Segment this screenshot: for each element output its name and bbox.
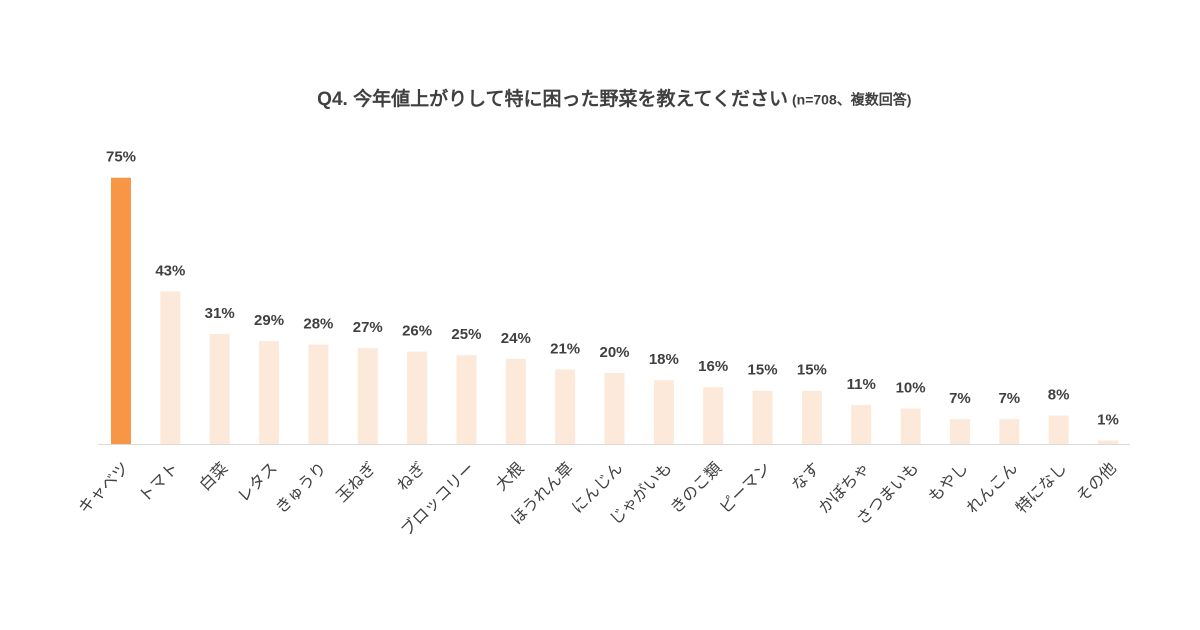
bar bbox=[407, 351, 428, 444]
x-tick-label: 大根 bbox=[492, 459, 527, 494]
x-tick-label: きゅうり bbox=[272, 459, 330, 517]
value-label: 7% bbox=[998, 390, 1020, 407]
x-tick-label: きのこ類 bbox=[667, 459, 725, 517]
chart-subtitle: (n=708、複数回答) bbox=[792, 92, 911, 108]
x-tick-label: 特になし bbox=[1012, 459, 1070, 517]
x-tick-label: ねぎ bbox=[394, 459, 429, 494]
bar bbox=[900, 408, 921, 444]
bar bbox=[505, 358, 526, 444]
bar bbox=[851, 404, 872, 444]
value-label: 26% bbox=[402, 323, 432, 340]
bar bbox=[160, 291, 181, 444]
x-tick-label: ピーマン bbox=[717, 460, 774, 517]
value-label: 75% bbox=[106, 149, 136, 166]
value-label: 7% bbox=[949, 390, 971, 407]
x-tick-label: なす bbox=[788, 459, 823, 494]
bar bbox=[703, 387, 724, 444]
bar bbox=[752, 390, 773, 444]
value-label: 1% bbox=[1097, 411, 1119, 428]
bar bbox=[308, 344, 329, 444]
value-label: 27% bbox=[353, 319, 383, 336]
value-label: 15% bbox=[797, 362, 827, 379]
value-label: 31% bbox=[205, 305, 235, 322]
value-label: 24% bbox=[501, 330, 531, 347]
value-label: 28% bbox=[303, 316, 333, 333]
x-tick-label: もやし bbox=[925, 459, 972, 506]
bar bbox=[111, 177, 131, 444]
bar bbox=[456, 355, 477, 444]
bar bbox=[1048, 415, 1069, 444]
x-tick-label: トマト bbox=[136, 460, 182, 506]
value-label: 29% bbox=[254, 312, 284, 329]
value-label: 8% bbox=[1048, 387, 1070, 404]
bar bbox=[555, 369, 576, 444]
bar bbox=[999, 419, 1020, 444]
value-label: 15% bbox=[748, 362, 778, 379]
bar bbox=[604, 373, 625, 444]
value-label: 16% bbox=[698, 358, 728, 375]
chart-title: Q4. 今年値上がりして特に困った野菜を教えてください bbox=[317, 87, 788, 110]
value-label: 25% bbox=[451, 326, 481, 343]
value-label: 21% bbox=[550, 340, 580, 357]
x-tick-label: キャベツ bbox=[76, 460, 133, 517]
value-label: 18% bbox=[649, 351, 679, 368]
x-tick-label: 白菜 bbox=[196, 459, 231, 494]
x-tick-label: 玉ねぎ bbox=[333, 459, 380, 506]
bar bbox=[949, 419, 970, 444]
x-tick-label: れんこん bbox=[964, 460, 1021, 517]
x-tick-label: その他 bbox=[1073, 459, 1120, 506]
value-label: 10% bbox=[896, 379, 926, 396]
bar bbox=[259, 341, 280, 444]
value-label: 11% bbox=[847, 376, 876, 393]
value-label: 20% bbox=[599, 344, 629, 361]
bar bbox=[357, 348, 378, 444]
value-label: 43% bbox=[155, 262, 185, 279]
bar bbox=[801, 390, 822, 444]
bar bbox=[209, 333, 230, 444]
bar bbox=[653, 380, 674, 444]
bar bbox=[1098, 440, 1118, 444]
x-tick-label: レタス bbox=[234, 459, 281, 506]
